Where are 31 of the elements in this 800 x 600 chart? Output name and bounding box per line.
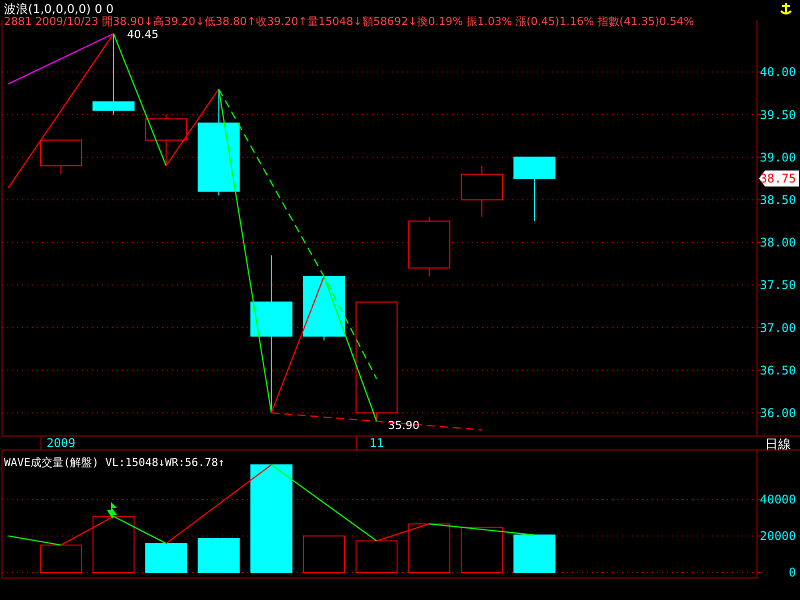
y-tick-label: 36.00 xyxy=(760,406,796,420)
y-tick-label: 20000 xyxy=(760,529,796,544)
bar xyxy=(145,542,188,574)
annotation: 38.75 xyxy=(760,172,796,186)
text: 日線 xyxy=(765,438,791,453)
chart-subtitle: 2881 2009/10/23 開38.90↓高39.20↓低38.80↑收39.20↑量15048↓額58692↓換0.19% 振1.03% 漲(0.45)1.16% 指數(41.35)0.54% xyxy=(4,15,698,28)
bar xyxy=(408,523,450,574)
annotation: 40.45 xyxy=(127,28,158,41)
chart-title: 波浪(1,0,0,0,0) 0 0 xyxy=(4,2,114,16)
y-tick-label: 39.00 xyxy=(760,150,796,164)
bar xyxy=(460,526,503,574)
y-tick-label: 38.00 xyxy=(760,236,796,250)
x-tick-label: 2009 xyxy=(46,436,76,450)
bar xyxy=(198,538,240,574)
y-tick-label: 40.00 xyxy=(760,65,796,80)
bar xyxy=(250,464,292,574)
y-tick-label: 36.50 xyxy=(760,363,796,378)
y-tick-label: 37.00 xyxy=(760,320,796,335)
y-tick-label: 39.50 xyxy=(760,108,796,122)
bar xyxy=(356,540,398,574)
x-tick-label: 11 xyxy=(369,436,384,450)
bar xyxy=(513,534,556,574)
y-tick-label: 40000 xyxy=(760,492,796,507)
annotation: 35.90 xyxy=(388,418,420,432)
y-tick-label: 38.50 xyxy=(760,193,796,208)
bar xyxy=(302,535,346,574)
y-tick-label: 0 xyxy=(788,566,796,580)
text: WAVE成交量(解盤) VL:15048↓WR:56.78↑ xyxy=(4,456,225,469)
bar xyxy=(40,544,82,574)
y-tick-label: 37.50 xyxy=(760,278,796,292)
bar xyxy=(92,516,135,574)
